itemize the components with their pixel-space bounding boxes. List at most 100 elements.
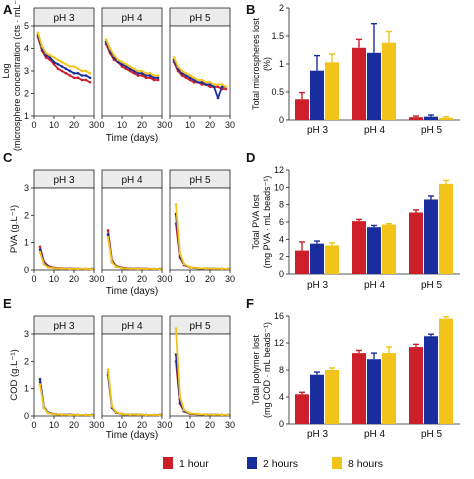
category-label: pH 4 [364, 125, 386, 136]
y-axis-title: PVA (g.L⁻¹) [9, 205, 20, 253]
bar-8-hours [382, 224, 396, 274]
x-tick-label: 30 [225, 420, 235, 430]
data-point [64, 67, 68, 71]
data-point [208, 83, 212, 86]
y-axis-title-line1: Log [1, 63, 11, 78]
data-point [136, 69, 140, 73]
data-point [124, 62, 128, 66]
y-axis-title-line1: Total microspheres lost [251, 17, 261, 110]
data-point [114, 265, 118, 269]
data-point [38, 248, 42, 251]
facet-label: pH 5 [189, 13, 211, 24]
data-point [178, 395, 182, 399]
data-point [180, 74, 184, 77]
data-point [148, 74, 152, 77]
bar-2-hours [310, 243, 324, 274]
data-point [144, 413, 148, 417]
bar-2-hours [310, 70, 324, 120]
legend-label-1-hour: 1 hour [179, 458, 209, 470]
y-axis-title: COD (g.L⁻¹) [9, 349, 20, 400]
x-axis-title: Time (days) [106, 286, 158, 297]
data-point [184, 74, 188, 77]
x-tick-label: 30 [157, 274, 167, 284]
x-tick-label: 30 [157, 420, 167, 430]
category-label: pH 5 [421, 280, 443, 291]
data-point [68, 69, 72, 73]
bar-2-hours [424, 116, 438, 120]
data-point [144, 267, 148, 271]
y-tick-label: 2 [279, 3, 284, 13]
data-point [112, 53, 116, 57]
data-point [188, 265, 192, 269]
x-tick-label: 30 [89, 120, 99, 130]
x-tick-label: 10 [117, 120, 127, 130]
data-point [136, 413, 140, 416]
data-point [36, 31, 40, 35]
x-tick-label: 0 [99, 420, 104, 430]
data-point [188, 411, 192, 415]
y-tick-label: 2 [24, 356, 29, 366]
y-tick-label: 1.5 [271, 31, 284, 41]
data-point [128, 267, 132, 270]
bar-1-hour [409, 212, 423, 274]
data-point [120, 412, 124, 416]
data-point [76, 76, 80, 80]
data-point [124, 67, 128, 71]
data-point [224, 85, 228, 89]
data-point [64, 62, 68, 66]
x-tick-label: 20 [205, 274, 215, 284]
category-label: pH 5 [421, 429, 443, 440]
x-tick-label: 10 [185, 120, 195, 130]
bar-1-hour [295, 250, 309, 274]
y-tick-label: 0 [24, 411, 29, 421]
data-point [148, 71, 152, 75]
data-point [156, 74, 160, 77]
bar-2-hours [367, 359, 381, 424]
data-point [128, 413, 132, 416]
bar-1-hour [352, 47, 366, 121]
x-tick-label: 0 [167, 120, 172, 130]
data-point [52, 56, 56, 59]
panel-letter-d: D [246, 150, 255, 165]
data-point [68, 74, 72, 77]
bar-8-hours [439, 318, 453, 424]
x-axis-title: Time (days) [106, 133, 158, 144]
data-point [176, 65, 180, 68]
x-tick-label: 10 [117, 274, 127, 284]
x-tick-label: 30 [157, 120, 167, 130]
data-point [184, 71, 188, 75]
y-tick-label: 5 [24, 21, 29, 31]
data-point [152, 76, 156, 80]
data-point [60, 60, 64, 64]
x-tick-label: 20 [137, 120, 147, 130]
data-point [196, 80, 200, 84]
facet-label: pH 4 [121, 13, 143, 24]
data-point [84, 69, 88, 73]
data-point [200, 83, 204, 86]
data-point [46, 411, 50, 415]
category-label: pH 3 [307, 125, 329, 136]
data-point [212, 83, 216, 86]
data-point [76, 413, 80, 417]
y-tick-label: 8 [279, 200, 284, 210]
data-point [38, 377, 42, 381]
y-axis-title-line2: (%) [262, 57, 272, 71]
data-point [204, 80, 208, 84]
bar-2-hours [424, 199, 438, 274]
data-point [40, 44, 44, 48]
bar-1-hour [295, 99, 309, 120]
data-point [208, 80, 212, 84]
bar-8-hours [439, 117, 453, 120]
data-point [152, 74, 156, 77]
data-point [84, 74, 88, 77]
data-point [208, 85, 212, 89]
y-tick-label: 2 [24, 89, 29, 99]
data-point [56, 58, 60, 62]
panel-letter-c: C [3, 150, 13, 165]
data-point [136, 71, 140, 75]
data-point [152, 78, 156, 82]
y-tick-label: 12 [274, 165, 284, 175]
data-point [68, 267, 72, 271]
data-point [192, 76, 196, 80]
